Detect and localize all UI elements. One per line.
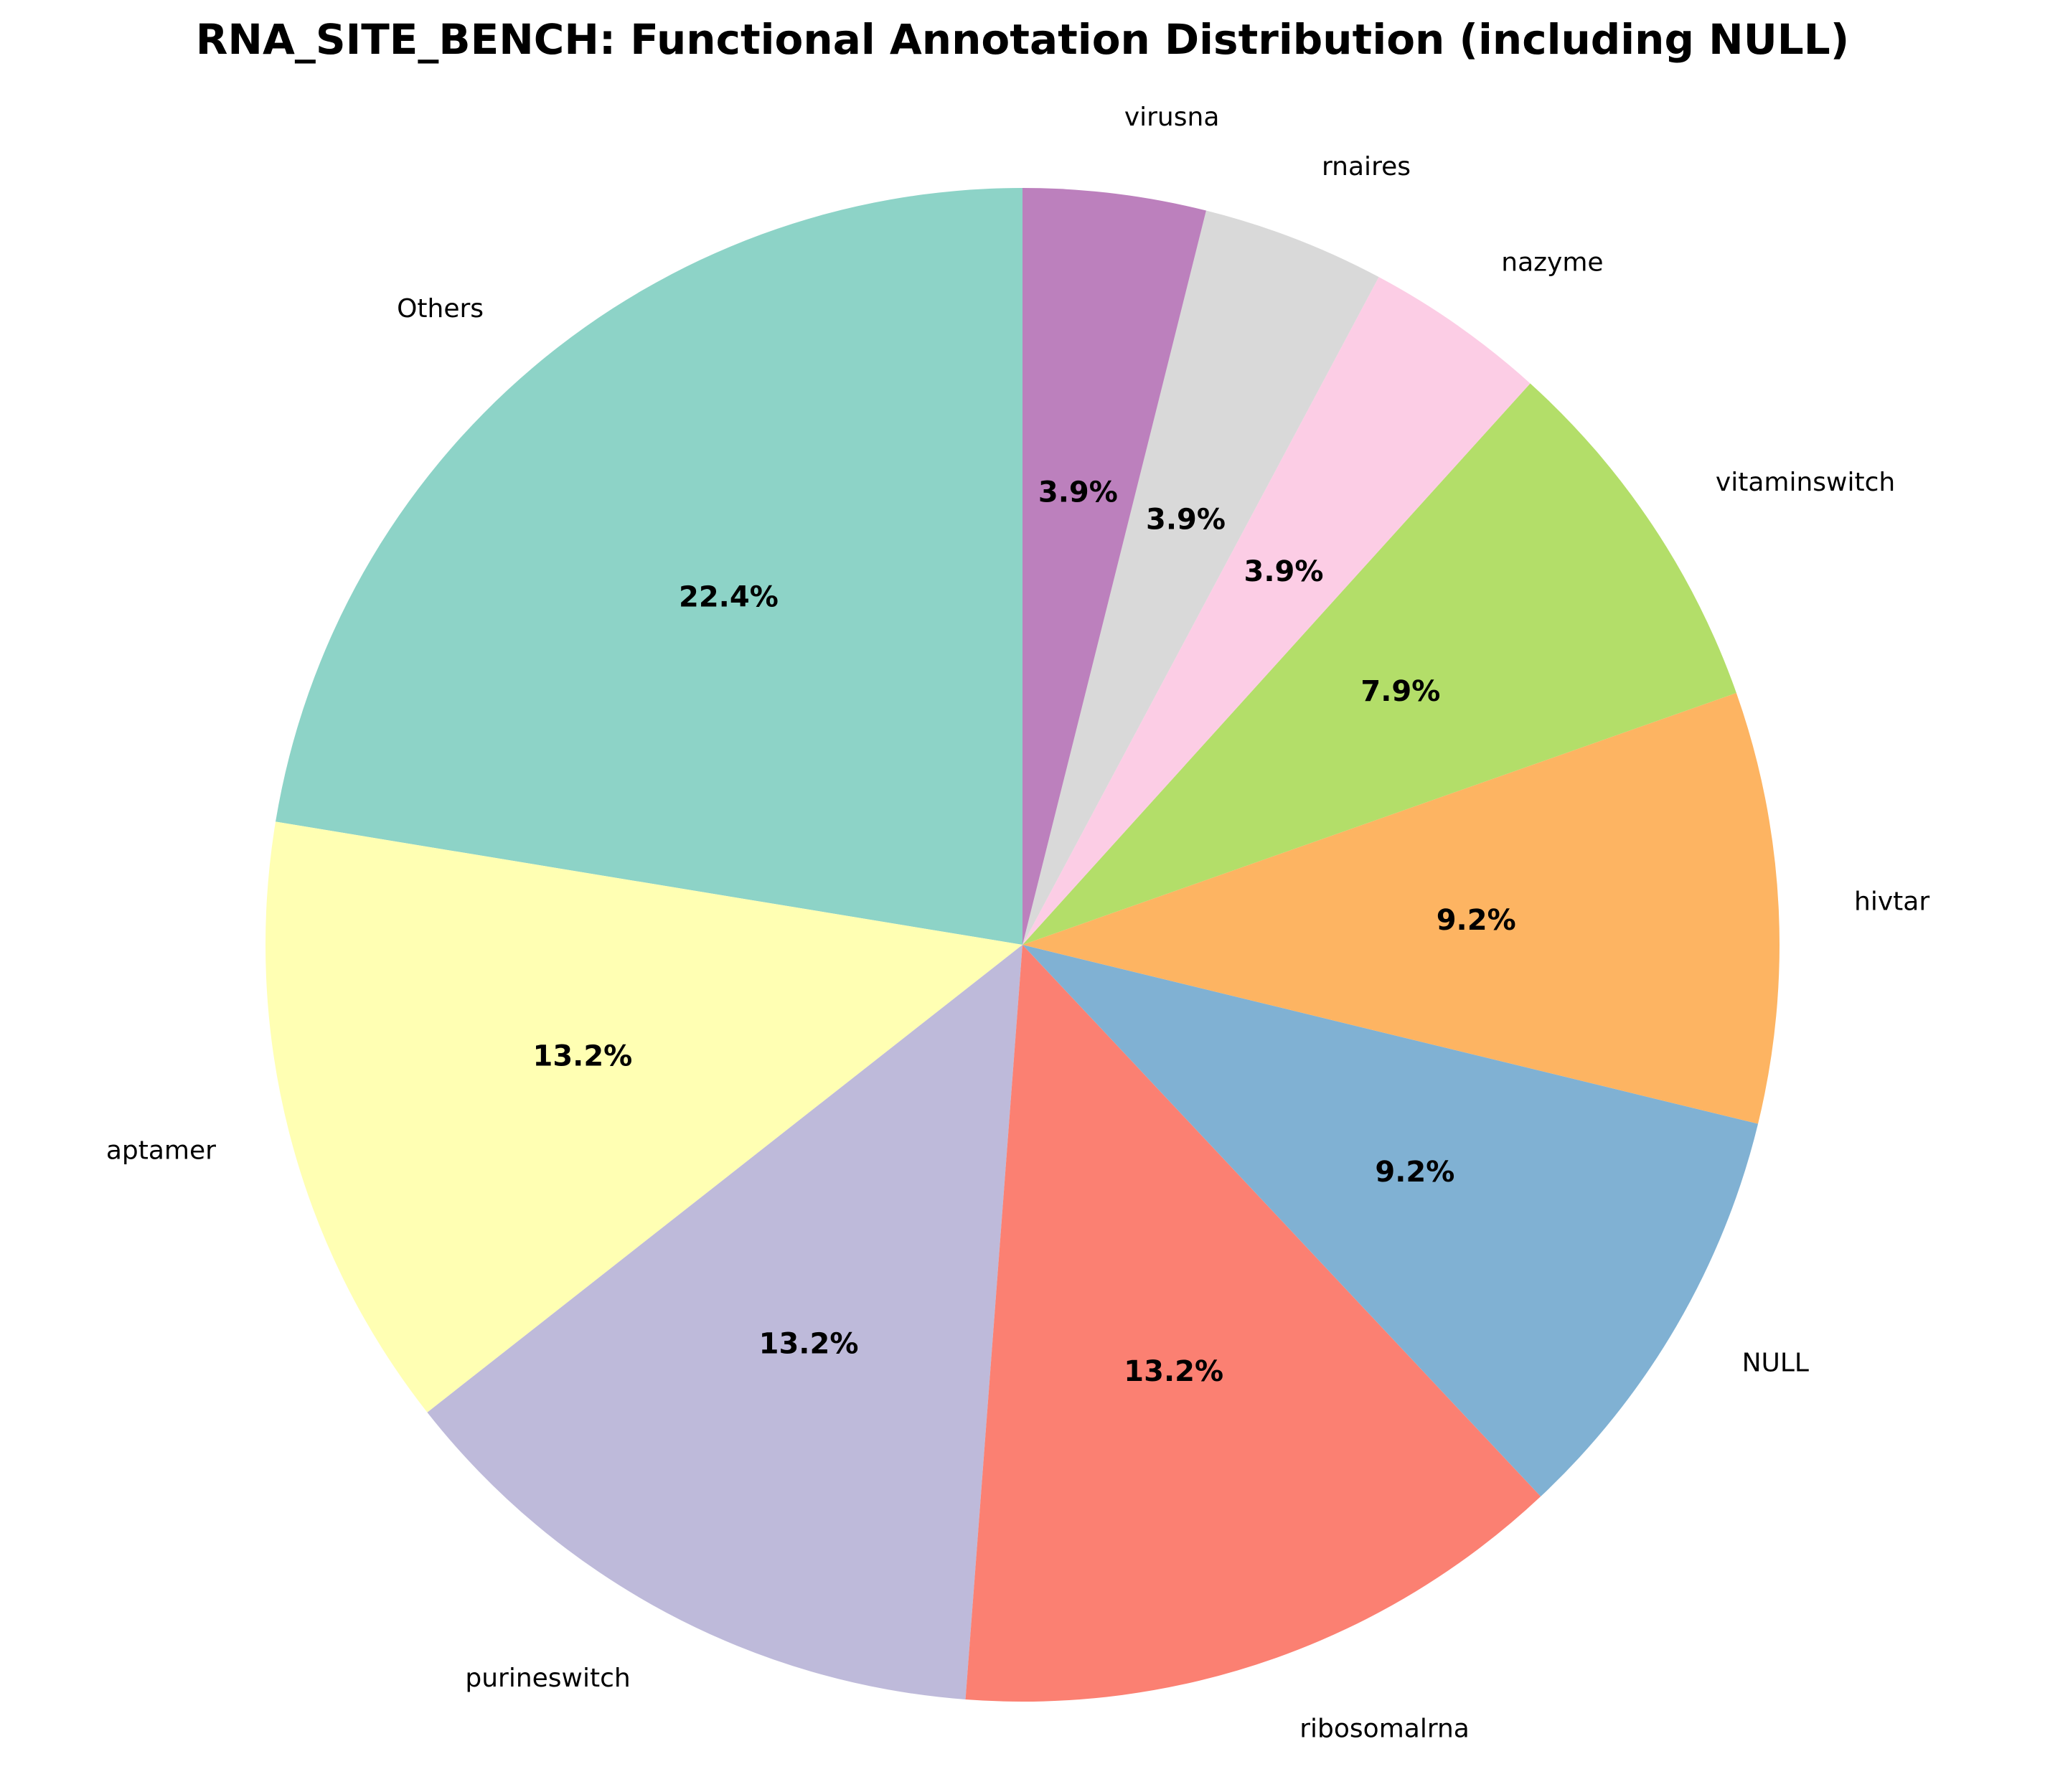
slice-label-nazyme: nazyme [1501,248,1603,278]
pie-slice-nazyme [1022,277,1531,945]
percent-label-purineswitch: 13.2% [759,1327,859,1360]
slice-label-virusna: virusna [1124,103,1220,132]
pie-slice-null [1022,945,1759,1497]
percent-label-ribosomalrna: 13.2% [1124,1355,1223,1388]
slice-label-null: NULL [1742,1348,1809,1377]
slice-label-ribosomalrna: ribosomalrna [1299,1714,1470,1743]
percent-label-null: 9.2% [1375,1156,1454,1189]
pie-slice-virusna [1022,188,1206,945]
slice-labels: Others aptamer purineswitch ribosomalrna NUL… [106,103,1929,1743]
slice-label-purineswitch: purineswitch [465,1664,630,1693]
percent-label-vitaminswitch: 7.9% [1360,675,1440,708]
pie-slice-others [276,188,1022,945]
slice-label-aptamer: aptamer [106,1136,216,1166]
percent-label-aptamer: 13.2% [532,1039,632,1072]
pie-slices [265,188,1780,1702]
slice-label-vitaminswitch: vitaminswitch [1716,468,1895,497]
percent-label-hivtar: 9.2% [1437,904,1516,937]
pie-slice-hivtar [1022,692,1780,1124]
percent-labels: 22.4% 13.2% 13.2% 13.2% 9.2% 9.2% 7.9% 3.9% 3.9%… [532,476,1515,1388]
pie-slice-rnaires [1022,210,1379,945]
percent-label-virusna: 3.9% [1038,476,1118,509]
pie-slice-purineswitch [427,945,1022,1700]
slice-label-hivtar: hivtar [1854,887,1929,917]
pie-slice-aptamer [265,821,1022,1413]
slice-label-rnaires: rnaires [1322,152,1411,181]
percent-label-rnaires: 3.9% [1146,503,1226,536]
percent-label-others: 22.4% [679,580,779,613]
percent-label-nazyme: 3.9% [1244,555,1324,588]
chart-title: RNA_SITE_BENCH: Functional Annotation Di… [196,15,1849,64]
pie-slice-ribosomalrna [965,945,1541,1702]
pie-slice-vitaminswitch [1022,383,1736,945]
slice-label-others: Others [397,294,484,324]
